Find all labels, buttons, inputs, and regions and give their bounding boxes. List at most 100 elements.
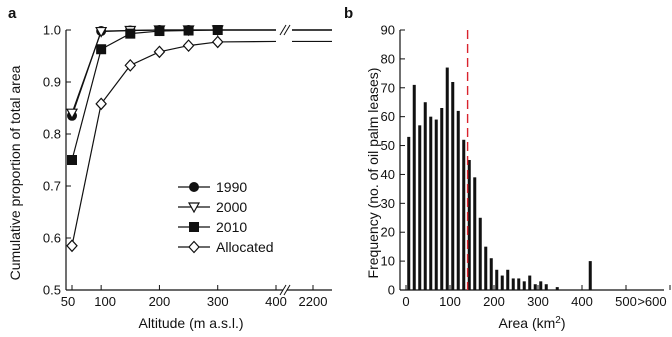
panel-b-y-tick-label: 70 (381, 80, 395, 95)
series-point-2000 (95, 26, 108, 38)
series-point-2010 (67, 155, 77, 165)
panel-b-axes (399, 30, 664, 291)
series-point-2010 (96, 44, 107, 55)
panel-a-x-axis-label: Altitude (m a.s.l.) (138, 315, 243, 331)
series-point-2000 (65, 108, 79, 120)
series-point-allocated (95, 97, 107, 111)
panel-a-ticks: 0.5 0.6 0.7 0.8 0.9 1.0 50 100 200 300 400 2200 (43, 23, 328, 310)
panel-b-ticks: 0 10 20 30 40 50 60 70 80 90 0 100 200 300 400 500 >600 (381, 23, 671, 309)
histogram-bar (533, 284, 537, 290)
histogram-bar (484, 246, 488, 290)
histogram-bar (467, 160, 471, 290)
panel-a-y-tick-label: 0.5 (43, 283, 61, 298)
panel-b-y-tick-label: 80 (381, 51, 395, 66)
histogram-bar (423, 102, 427, 290)
histogram-bar (456, 110, 460, 290)
panel-a-top-break-mark (279, 24, 287, 36)
panel-a-top-break-mark (283, 24, 291, 36)
series-point-allocated (182, 39, 195, 52)
histogram-bar (511, 278, 515, 290)
histogram-bar (473, 177, 477, 290)
panel-b-x-tick-label: >600 (637, 294, 666, 309)
panel-b-x-tick-label: 500 (615, 294, 637, 309)
panel-a-y-tick-label: 1.0 (43, 23, 61, 38)
panel-b-y-tick-label: 0 (388, 283, 395, 298)
histogram-bar (445, 67, 449, 290)
series-point-allocated (153, 45, 166, 59)
panel-a-y-tick-label: 0.6 (43, 231, 61, 246)
histogram-bar (429, 116, 433, 291)
histogram-bar (539, 281, 543, 290)
panel-a-label: a (8, 5, 17, 22)
series-point-allocated (66, 239, 78, 253)
panel-b-y-tick-label: 90 (381, 23, 395, 38)
series-point-2010 (125, 28, 136, 39)
panel-b-label: b (344, 5, 353, 22)
panel-b-y-tick-label: 30 (381, 196, 395, 211)
legend-marker-2010 (189, 222, 199, 232)
panel-b-x-tick-label: 400 (571, 294, 593, 309)
histogram-bar (412, 84, 416, 290)
panel-a-x-tick-label: 300 (207, 294, 229, 309)
histogram-bar (588, 261, 592, 290)
panel-a-x-axis-break-mark (283, 284, 291, 296)
panel-b-lease-area-histogram: b Frequency (no. of oil palm leases) Are… (344, 5, 671, 332)
panel-b-x-tick-label: 200 (483, 294, 505, 309)
panel-a-x-axis-break-mark (279, 284, 287, 296)
series-point-allocated (211, 35, 224, 49)
panel-b-x-axis-label: Area (km2) (498, 315, 565, 332)
panel-b-y-axis-label: Frequency (no. of oil palm leases) (365, 68, 381, 279)
histogram-bar (407, 136, 411, 290)
series-line-allocated (71, 40, 277, 246)
histogram-bar (544, 284, 548, 290)
histogram-bar (440, 108, 444, 290)
panel-a-y-axis-label: Cumulative proportion of total area (7, 65, 23, 280)
panel-a-axes (65, 24, 332, 296)
legend-marker-allocated (188, 240, 200, 254)
panel-a-y-tick-label: 0.9 (43, 75, 61, 90)
panel-a-legend: 1990 2000 2010 Allocated (178, 179, 274, 255)
panel-b-x-tick-label: 100 (439, 294, 461, 309)
histogram-bar (517, 278, 521, 290)
histogram-bar (451, 82, 455, 290)
legend-label-allocated: Allocated (216, 239, 274, 255)
histogram-bar (495, 269, 499, 290)
histogram-bar (478, 217, 482, 290)
histogram-bar (500, 275, 504, 290)
series-point-allocated (124, 58, 137, 72)
histogram-bar (489, 258, 493, 290)
series-point-2010 (154, 26, 165, 37)
panel-b-y-tick-label: 50 (381, 138, 395, 153)
panel-b-x-tick-label: 0 (402, 294, 409, 309)
legend-label-2010: 2010 (216, 219, 247, 235)
panel-a-x-tick-label: 100 (94, 294, 116, 309)
panel-a-cumulative-area-chart: a Cumulative proportion of total area Al… (7, 5, 332, 331)
panel-b-x-tick-label: 300 (527, 294, 549, 309)
histogram-bar (555, 287, 559, 290)
panel-a-series (65, 25, 332, 253)
histogram-bar (434, 119, 438, 290)
histogram-bar (462, 139, 466, 290)
histogram-bar (528, 275, 532, 290)
series-point-2010 (183, 25, 194, 36)
panel-b-y-tick-label: 60 (381, 109, 395, 124)
panel-a-y-tick-label: 0.8 (43, 127, 61, 142)
panel-a-x-tick-label: 2200 (299, 294, 328, 309)
legend-marker-2000 (187, 202, 201, 214)
histogram-bar (522, 281, 526, 290)
histogram-bar (506, 269, 510, 290)
panel-b-y-tick-label: 40 (381, 167, 395, 182)
histogram-bar (418, 125, 422, 290)
panel-b-y-tick-label: 10 (381, 254, 395, 269)
series-point-2010 (212, 25, 223, 35)
panel-b-y-tick-label: 20 (381, 225, 395, 240)
panel-b-bars (407, 67, 592, 291)
panel-a-x-tick-label: 200 (149, 294, 171, 309)
panel-a-x-tick-label: 400 (265, 294, 287, 309)
panel-a-x-tick-label: 50 (61, 294, 75, 309)
panel-a-y-tick-label: 0.7 (43, 179, 61, 194)
legend-label-1990: 1990 (216, 179, 247, 195)
legend-label-2000: 2000 (216, 199, 247, 215)
legend-marker-1990 (189, 182, 199, 192)
